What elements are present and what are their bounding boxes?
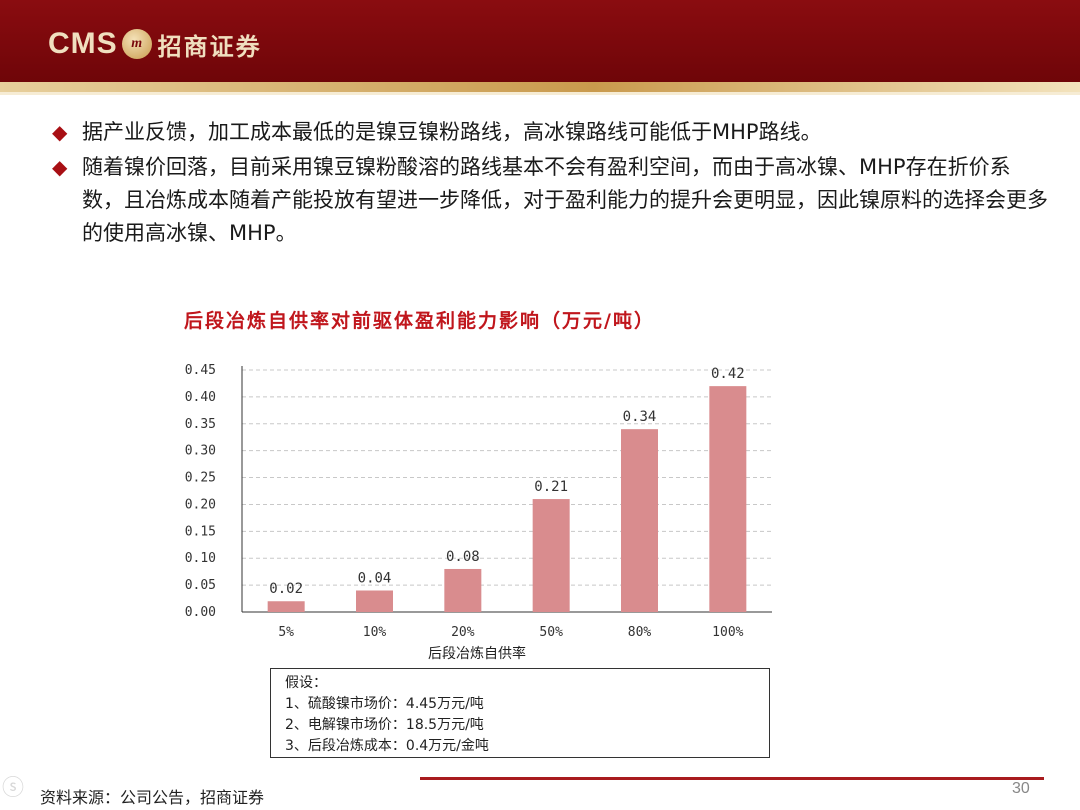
- bar: [267, 601, 305, 612]
- bullet-text: 据产业反馈，加工成本最低的是镍豆镍粉路线，高冰镍路线可能低于MHP路线。: [82, 120, 822, 144]
- diamond-bullet-icon: ◆: [52, 155, 68, 179]
- y-tick-label: 0.35: [185, 417, 216, 432]
- bar: [532, 499, 570, 612]
- bar: [444, 568, 482, 612]
- data-label: 0.42: [711, 366, 745, 382]
- assumption-item: 3、后段冶炼成本：0.4万元/金吨: [285, 738, 489, 754]
- x-tick-label: 100%: [712, 625, 743, 640]
- y-tick-label: 0.15: [185, 524, 216, 539]
- company-name: 招商证券: [157, 32, 262, 61]
- x-tick-label: 50%: [539, 625, 563, 640]
- footer-divider: [420, 777, 1044, 780]
- logo-emblem-icon: m: [121, 29, 152, 59]
- data-label: 0.04: [358, 570, 392, 586]
- bullet-list: ◆ 据产业反馈，加工成本最低的是镍豆镍粉路线，高冰镍路线可能低于MHP路线。 ◆…: [52, 116, 1052, 252]
- y-tick-label: 0.20: [185, 497, 216, 512]
- page-number: 30: [1012, 780, 1030, 797]
- header-light-stripe: [0, 92, 1080, 95]
- logo-text: CMS: [48, 27, 118, 60]
- header-bar: [0, 0, 1080, 84]
- x-tick-label: 80%: [628, 625, 652, 640]
- x-axis-label: 后段冶炼自供率: [428, 645, 526, 662]
- x-tick-label: 10%: [363, 625, 387, 640]
- bar: [356, 590, 393, 612]
- bullet-item: ◆ 据产业反馈，加工成本最低的是镍豆镍粉路线，高冰镍路线可能低于MHP路线。: [52, 116, 1052, 149]
- y-tick-label: 0.00: [185, 605, 216, 620]
- company-logo: CMS m 招商证券: [48, 24, 262, 64]
- data-label: 0.08: [446, 549, 480, 565]
- y-tick-label: 0.25: [185, 471, 216, 486]
- bar-chart: 0.00 0.05 0.10 0.15 0.20 0.25 0.30 0.35 0.40 0.45…: [185, 363, 772, 662]
- header-gold-stripe: [0, 82, 1080, 92]
- source-note: 资料来源：公司公告，招商证券: [40, 788, 265, 807]
- diamond-bullet-icon: ◆: [52, 120, 68, 144]
- assumption-item: 2、电解镍市场价：18.5万元/吨: [285, 717, 484, 733]
- bullet-text: 随着镍价回落，目前采用镍豆镍粉酸溶的路线基本不会有盈利空间，而由于高冰镍、MHP…: [82, 155, 1048, 245]
- assumptions-heading: 假设：: [285, 675, 327, 691]
- data-label: 0.02: [269, 581, 303, 597]
- watermark-logo: ⓢ: [2, 776, 25, 801]
- y-tick-label: 0.40: [185, 390, 216, 405]
- x-tick-label: 5%: [278, 625, 294, 640]
- y-tick-label: 0.30: [185, 444, 216, 459]
- assumptions-box: 假设： 1、硫酸镍市场价：4.45万元/吨 2、电解镍市场价：18.5万元/吨 …: [270, 668, 770, 758]
- data-label: 0.21: [534, 479, 568, 495]
- bar: [621, 429, 658, 612]
- y-tick-label: 0.10: [185, 551, 216, 566]
- bullet-item: ◆ 随着镍价回落，目前采用镍豆镍粉酸溶的路线基本不会有盈利空间，而由于高冰镍、M…: [52, 151, 1052, 250]
- y-tick-label: 0.05: [185, 578, 216, 593]
- y-tick-label: 0.45: [185, 363, 216, 378]
- assumption-item: 1、硫酸镍市场价：4.45万元/吨: [285, 696, 484, 712]
- bar: [709, 386, 747, 612]
- data-label: 0.34: [623, 409, 657, 425]
- x-tick-label: 20%: [451, 625, 475, 640]
- chart-title: 后段冶炼自供率对前驱体盈利能力影响（万元/吨）: [184, 310, 655, 332]
